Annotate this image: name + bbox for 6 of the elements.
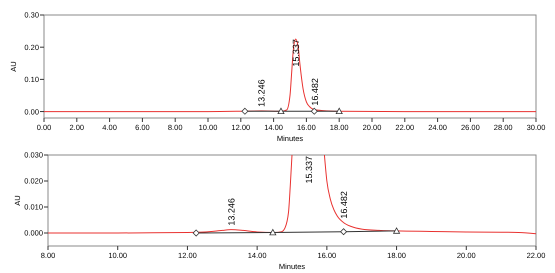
annotation: 15.337 [304, 156, 314, 184]
annotation: 13.246 [256, 79, 267, 107]
annotation: 15.337 [291, 39, 302, 67]
annotation: 16.482 [310, 78, 320, 106]
annotation: 13.246 [226, 198, 236, 226]
annotation: 16.482 [339, 191, 350, 219]
